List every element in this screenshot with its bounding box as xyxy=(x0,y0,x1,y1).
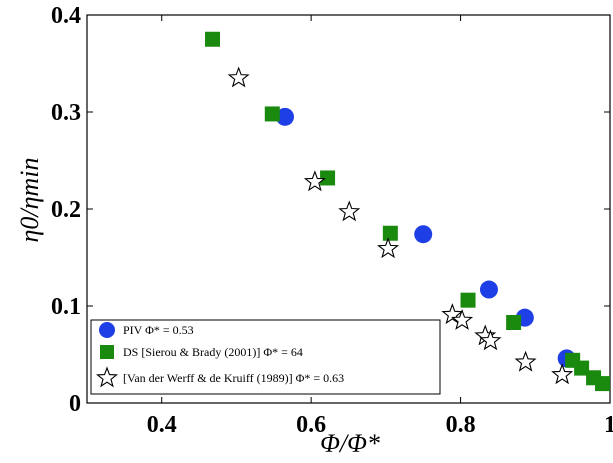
data-point-square xyxy=(506,315,521,330)
legend-label-ds: DS [Sierou & Brady (2001)] Φ* = 64 xyxy=(123,345,303,359)
data-point-square xyxy=(320,170,335,185)
y-tick-label: 0.2 xyxy=(51,197,81,223)
x-tick-label: 0.8 xyxy=(446,412,476,438)
legend-label-vdw: [Van der Werff & de Kruiff (1989)] Φ* = … xyxy=(123,371,344,385)
x-tick-label: 0.4 xyxy=(147,412,177,438)
data-point-square xyxy=(461,293,476,308)
data-point-square xyxy=(205,32,220,47)
x-axis-label: Φ/Φ* xyxy=(320,429,380,458)
data-point-square xyxy=(383,226,398,241)
data-point-circle xyxy=(414,225,432,243)
legend-marker-piv xyxy=(99,322,115,338)
legend: PIV Φ* = 0.53 DS [Sierou & Brady (2001)]… xyxy=(91,320,440,394)
x-tick-label: 1 xyxy=(604,412,613,438)
y-tick-label: 0.3 xyxy=(51,100,81,126)
y-tick-label: 0.4 xyxy=(51,3,81,29)
data-point-circle xyxy=(480,281,498,299)
legend-marker-ds xyxy=(100,345,114,359)
data-point-star xyxy=(340,202,359,220)
data-point-star xyxy=(229,68,248,86)
data-point-square xyxy=(595,376,610,391)
data-point-star xyxy=(379,239,398,257)
y-tick-label: 0 xyxy=(69,391,81,417)
y-tick-label: 0.1 xyxy=(51,294,81,320)
data-point-square xyxy=(265,106,280,121)
data-point-star xyxy=(516,352,535,370)
legend-label-piv: PIV Φ* = 0.53 xyxy=(123,323,194,337)
y-axis-label: η0/ηmin xyxy=(15,157,44,242)
